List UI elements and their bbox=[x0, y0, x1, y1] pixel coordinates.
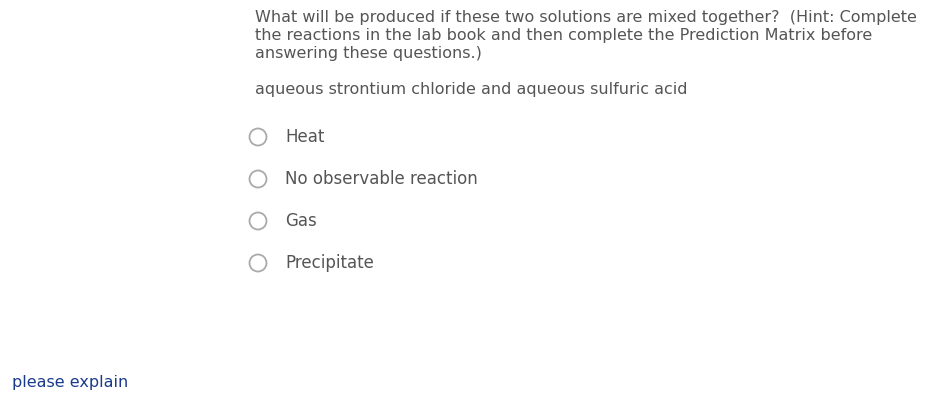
Text: What will be produced if these two solutions are mixed together?  (Hint: Complet: What will be produced if these two solut… bbox=[255, 10, 917, 25]
Text: please explain: please explain bbox=[12, 375, 128, 390]
Circle shape bbox=[250, 254, 267, 272]
Text: Heat: Heat bbox=[285, 128, 324, 146]
Text: No observable reaction: No observable reaction bbox=[285, 170, 478, 188]
Text: Precipitate: Precipitate bbox=[285, 254, 374, 272]
Circle shape bbox=[250, 170, 267, 188]
Text: aqueous strontium chloride and aqueous sulfuric acid: aqueous strontium chloride and aqueous s… bbox=[255, 82, 688, 97]
Circle shape bbox=[250, 128, 267, 146]
Circle shape bbox=[250, 212, 267, 230]
Text: the reactions in the lab book and then complete the Prediction Matrix before: the reactions in the lab book and then c… bbox=[255, 28, 872, 43]
Text: answering these questions.): answering these questions.) bbox=[255, 46, 482, 61]
Text: Gas: Gas bbox=[285, 212, 316, 230]
